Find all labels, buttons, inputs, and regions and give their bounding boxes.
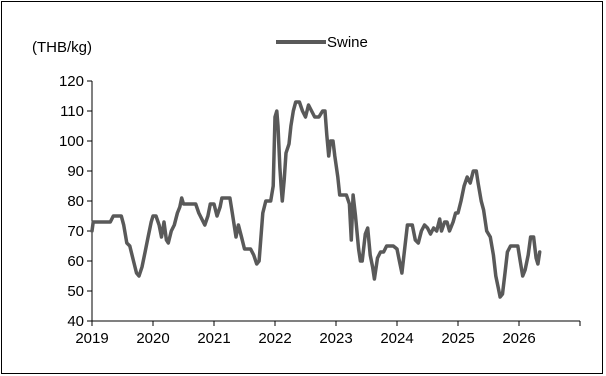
y-axis-ticks: 40 50 60 70 80 90 100 110 120 [59, 73, 92, 330]
y-tick-label: 90 [67, 163, 84, 180]
series-line-swine [90, 100, 542, 299]
legend-label-swine: Swine [327, 34, 368, 51]
axes [91, 81, 580, 322]
series-layer [90, 100, 542, 299]
y-tick-label: 40 [67, 313, 84, 330]
x-tick-label: 2025 [441, 330, 474, 347]
y-tick-label: 60 [67, 253, 84, 270]
y-tick-label: 50 [67, 283, 84, 300]
x-tick-label: 2026 [502, 330, 535, 347]
x-tick-label: 2024 [380, 330, 413, 347]
y-tick-label: 80 [67, 193, 84, 210]
x-tick-label: 2019 [75, 330, 108, 347]
legend: Swine [276, 34, 368, 51]
y-tick-label: 70 [67, 223, 84, 240]
x-tick-label: 2022 [258, 330, 291, 347]
y-tick-label: 120 [59, 73, 84, 90]
x-tick-label: 2020 [136, 330, 169, 347]
y-tick-label: 110 [60, 103, 84, 120]
y-tick-label: 100 [59, 133, 84, 150]
x-tick-label: 2023 [319, 330, 352, 347]
x-axis-ticks: 2019 2020 2021 2022 2023 2024 2025 2026 [75, 321, 581, 347]
x-tick-label: 2021 [197, 330, 230, 347]
y-axis-unit-label: (THB/kg) [32, 39, 92, 56]
